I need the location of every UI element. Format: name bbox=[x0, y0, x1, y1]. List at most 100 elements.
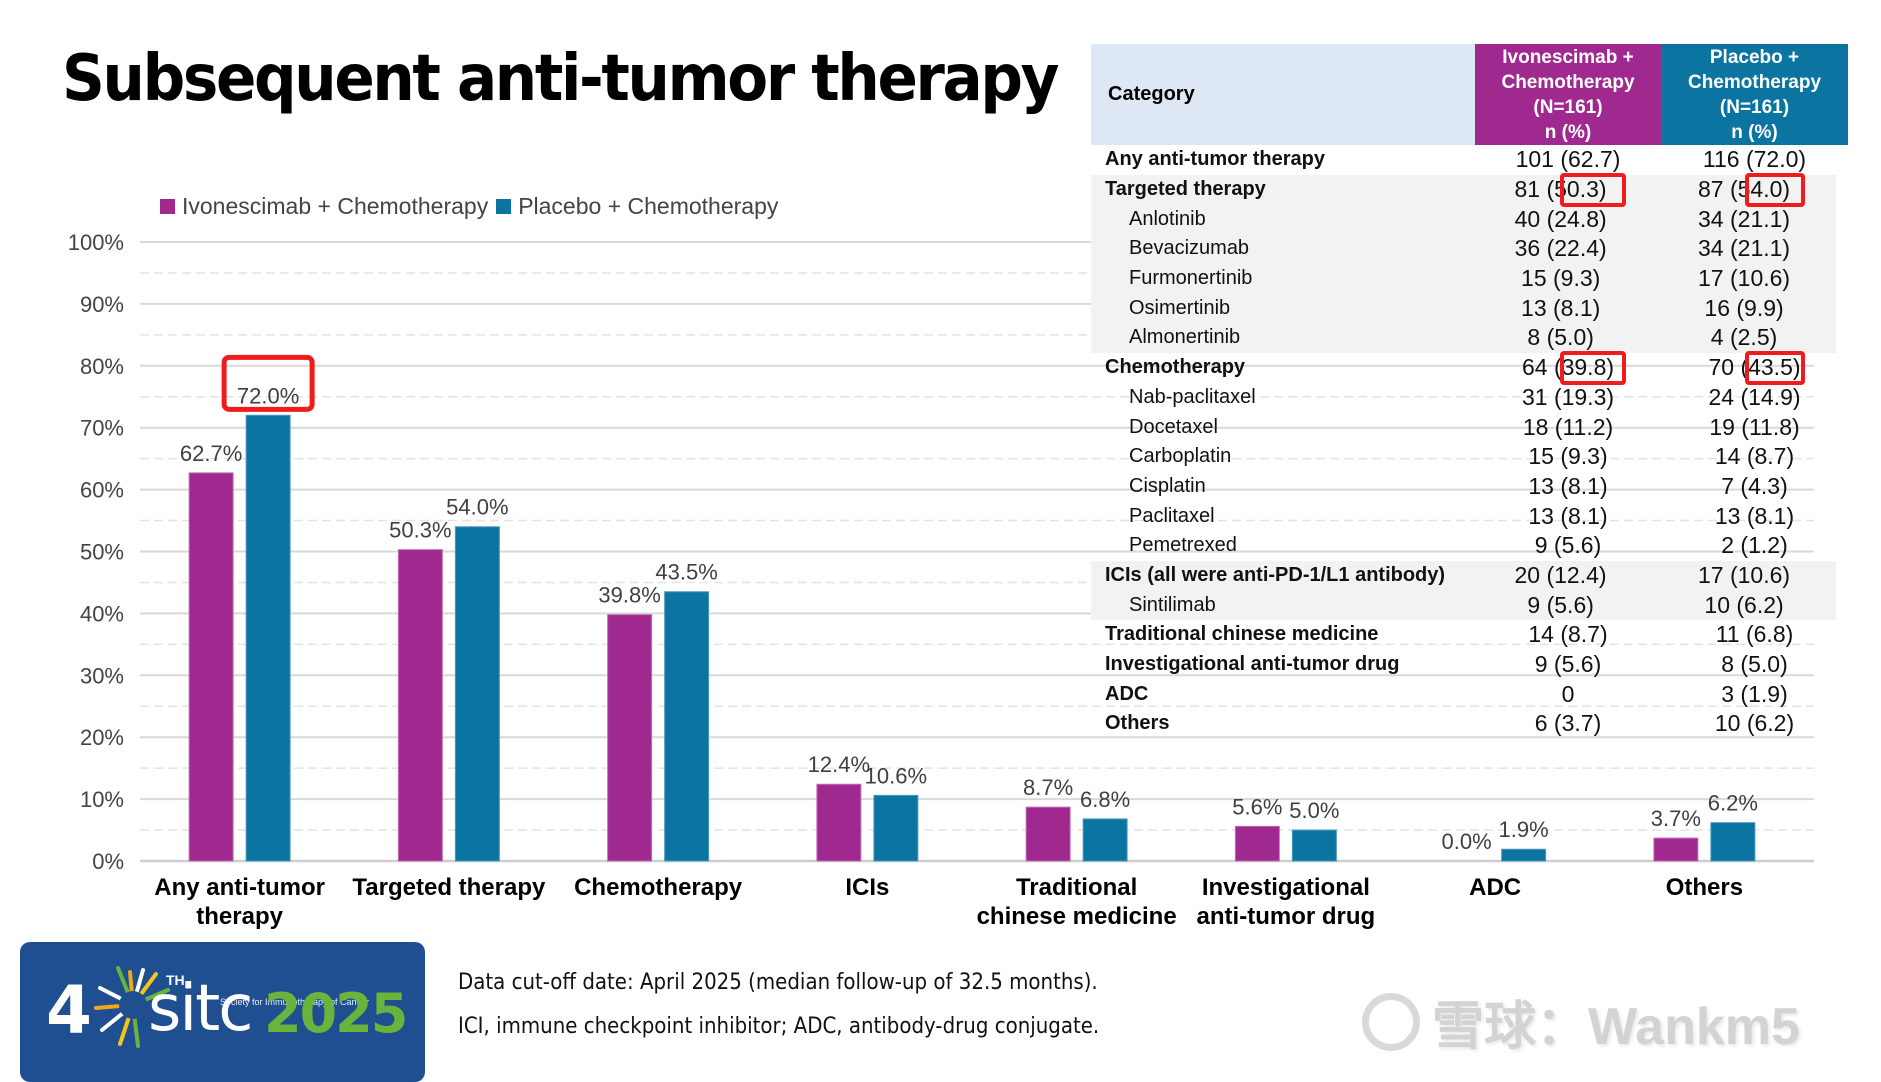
row-placebo-value: 70 (43.5) bbox=[1708, 354, 1801, 381]
row-placebo-value: 116 (72.0) bbox=[1702, 146, 1807, 173]
x-axis-label: anti-tumor drug bbox=[1197, 903, 1376, 930]
legend-item-ivonescimab: Ivonescimab + Chemotherapy bbox=[160, 193, 488, 220]
row-ivonescimab-value: 0 bbox=[1561, 680, 1575, 707]
table-row: Others 6 (3.7) 10 (6.2) bbox=[1091, 709, 1848, 739]
y-tick-label: 40% bbox=[80, 601, 124, 626]
data-label-ivonescimab: 62.7% bbox=[180, 441, 242, 466]
row-ivonescimab-value: 13 (8.1) bbox=[1528, 472, 1608, 499]
row-ivonescimab-value: 101 (62.7) bbox=[1515, 146, 1621, 173]
row-ivonescimab-value: 40 (24.8) bbox=[1514, 205, 1607, 232]
x-axis-label: chinese medicine bbox=[977, 903, 1177, 930]
table-row: Almonertinib 8 (5.0) 4 (2.5) bbox=[1091, 323, 1836, 353]
data-label-placebo: 10.6% bbox=[865, 763, 927, 788]
header-ivonescimab-line: (N=161) bbox=[1533, 96, 1603, 118]
row-category: Osimertinib bbox=[1129, 296, 1231, 319]
bar-ivonescimab bbox=[816, 783, 862, 862]
bar-placebo bbox=[664, 591, 710, 862]
x-axis-label: Traditional bbox=[1016, 874, 1137, 901]
row-placebo-value: 17 (10.6) bbox=[1698, 265, 1791, 292]
row-category: Bevacizumab bbox=[1129, 237, 1250, 260]
logo-name: sitc bbox=[148, 972, 253, 1046]
page-title: Subsequent anti-tumor therapy bbox=[62, 42, 1059, 116]
highlight-box bbox=[1560, 350, 1626, 385]
row-category: Carboplatin bbox=[1129, 445, 1232, 468]
logo-year: 2025 bbox=[264, 982, 408, 1045]
header-ivonescimab: Ivonescimab + Chemotherapy (N=161) n (%) bbox=[1475, 44, 1661, 145]
header-placebo-line: n (%) bbox=[1731, 121, 1778, 143]
bar-chart: 0% 10% 20% 30% 40% 50% 60% 70% 80% 90% 100% 62.7% 72… bbox=[68, 230, 1814, 930]
row-ivonescimab-value: 15 (9.3) bbox=[1521, 265, 1601, 292]
row-category: Almonertinib bbox=[1129, 326, 1241, 349]
bar-ivonescimab bbox=[607, 614, 653, 862]
row-category: Traditional chinese medicine bbox=[1105, 623, 1379, 646]
logo-ordinal: 4 bbox=[46, 972, 92, 1049]
watermark: 雪球：Wankm5 bbox=[1362, 984, 1800, 1059]
watermark-text: 雪球：Wankm5 bbox=[1432, 998, 1800, 1056]
row-placebo-value: 16 (9.9) bbox=[1704, 294, 1784, 321]
header-category: Category bbox=[1091, 44, 1475, 145]
row-category: Chemotherapy bbox=[1105, 356, 1246, 379]
table-row: Carboplatin 15 (9.3) 14 (8.7) bbox=[1091, 442, 1848, 472]
row-category: Others bbox=[1105, 712, 1170, 735]
data-label-ivonescimab: 39.8% bbox=[598, 583, 660, 608]
table-row: Investigational anti-tumor drug 9 (5.6) 8 … bbox=[1091, 650, 1848, 680]
row-placebo-value: 4 (2.5) bbox=[1710, 324, 1778, 351]
bar-ivonescimab bbox=[1234, 825, 1280, 862]
therapy-table: Category Ivonescimab + Chemotherapy (N=1… bbox=[1091, 44, 1848, 739]
table-body: Any anti-tumor therapy 101 (62.7) 116 (72.… bbox=[1091, 145, 1848, 739]
header-placebo: Placebo + Chemotherapy (N=161) n (%) bbox=[1661, 44, 1848, 145]
y-tick-label: 80% bbox=[80, 354, 124, 379]
logo-society: Society for Immunotherapy of Cancer bbox=[220, 997, 370, 1007]
logo-ordinal-suffix: TH bbox=[166, 972, 185, 988]
data-label-placebo: 6.8% bbox=[1080, 787, 1130, 812]
row-category: ICIs (all were anti-PD-1/L1 antibody) bbox=[1105, 563, 1446, 586]
y-tick-label: 60% bbox=[80, 478, 124, 503]
y-tick-label: 30% bbox=[80, 663, 124, 688]
y-tick-label: 20% bbox=[80, 725, 124, 750]
table-row: ADC 0 3 (1.9) bbox=[1091, 679, 1848, 709]
table-row: Bevacizumab 36 (22.4) 34 (21.1) bbox=[1091, 234, 1836, 264]
row-placebo-value: 10 (6.2) bbox=[1704, 591, 1784, 618]
row-category: ADC bbox=[1105, 682, 1149, 705]
x-axis-label: therapy bbox=[196, 903, 283, 930]
highlight-box bbox=[1745, 350, 1805, 385]
row-category: Furmonertinib bbox=[1129, 267, 1253, 290]
row-ivonescimab-value: 15 (9.3) bbox=[1528, 443, 1608, 470]
row-ivonescimab-value: 9 (5.6) bbox=[1534, 532, 1602, 559]
row-placebo-value: 13 (8.1) bbox=[1714, 502, 1795, 529]
row-ivonescimab-value: 31 (19.3) bbox=[1521, 383, 1615, 410]
data-label-placebo: 72.0% bbox=[237, 383, 299, 408]
bar-placebo bbox=[1501, 848, 1547, 862]
row-placebo-value: 87 (54.0) bbox=[1697, 176, 1791, 203]
row-category: Nab-paclitaxel bbox=[1129, 385, 1256, 408]
snowball-logo-icon bbox=[1362, 992, 1420, 1051]
y-tick-label: 50% bbox=[80, 540, 124, 565]
table-row: Targeted therapy 81 (50.3) 87 (54.0) bbox=[1091, 174, 1836, 205]
bar-ivonescimab bbox=[1025, 806, 1071, 862]
table-row: Pemetrexed 9 (5.6) 2 (1.2) bbox=[1091, 531, 1848, 561]
row-category: Sintilimab bbox=[1129, 593, 1216, 616]
bar-ivonescimab bbox=[397, 549, 443, 862]
row-category: Targeted therapy bbox=[1105, 178, 1266, 201]
row-ivonescimab-value: 13 (8.1) bbox=[1528, 502, 1608, 529]
legend-swatch-ivonescimab bbox=[160, 199, 175, 214]
header-placebo-line: Chemotherapy bbox=[1687, 71, 1822, 93]
highlight-box bbox=[221, 354, 315, 412]
legend-item-placebo: Placebo + Chemotherapy bbox=[496, 193, 778, 220]
row-ivonescimab-value: 9 (5.6) bbox=[1527, 591, 1594, 618]
header-ivonescimab-line: Chemotherapy bbox=[1501, 71, 1635, 93]
table-row: Osimertinib 13 (8.1) 16 (9.9) bbox=[1091, 293, 1836, 324]
data-label-ivonescimab: 5.6% bbox=[1232, 794, 1282, 819]
row-category: Paclitaxel bbox=[1129, 504, 1215, 527]
table-row: Nab-paclitaxel 31 (19.3) 24 (14.9) bbox=[1091, 383, 1848, 413]
row-category: Any anti-tumor therapy bbox=[1105, 148, 1326, 171]
bar-placebo bbox=[1710, 822, 1756, 862]
row-ivonescimab-value: 20 (12.4) bbox=[1514, 561, 1607, 588]
data-label-ivonescimab: 8.7% bbox=[1023, 775, 1073, 800]
row-placebo-value: 19 (11.8) bbox=[1709, 413, 1800, 440]
row-placebo-value: 7 (4.3) bbox=[1721, 472, 1788, 499]
header-ivonescimab-line: n (%) bbox=[1544, 121, 1592, 143]
legend-label-ivonescimab: Ivonescimab + Chemotherapy bbox=[182, 193, 489, 219]
table-header: Category Ivonescimab + Chemotherapy (N=1… bbox=[1091, 44, 1848, 145]
table-row: ICIs (all were anti-PD-1/L1 antibody) 20 … bbox=[1091, 560, 1836, 591]
